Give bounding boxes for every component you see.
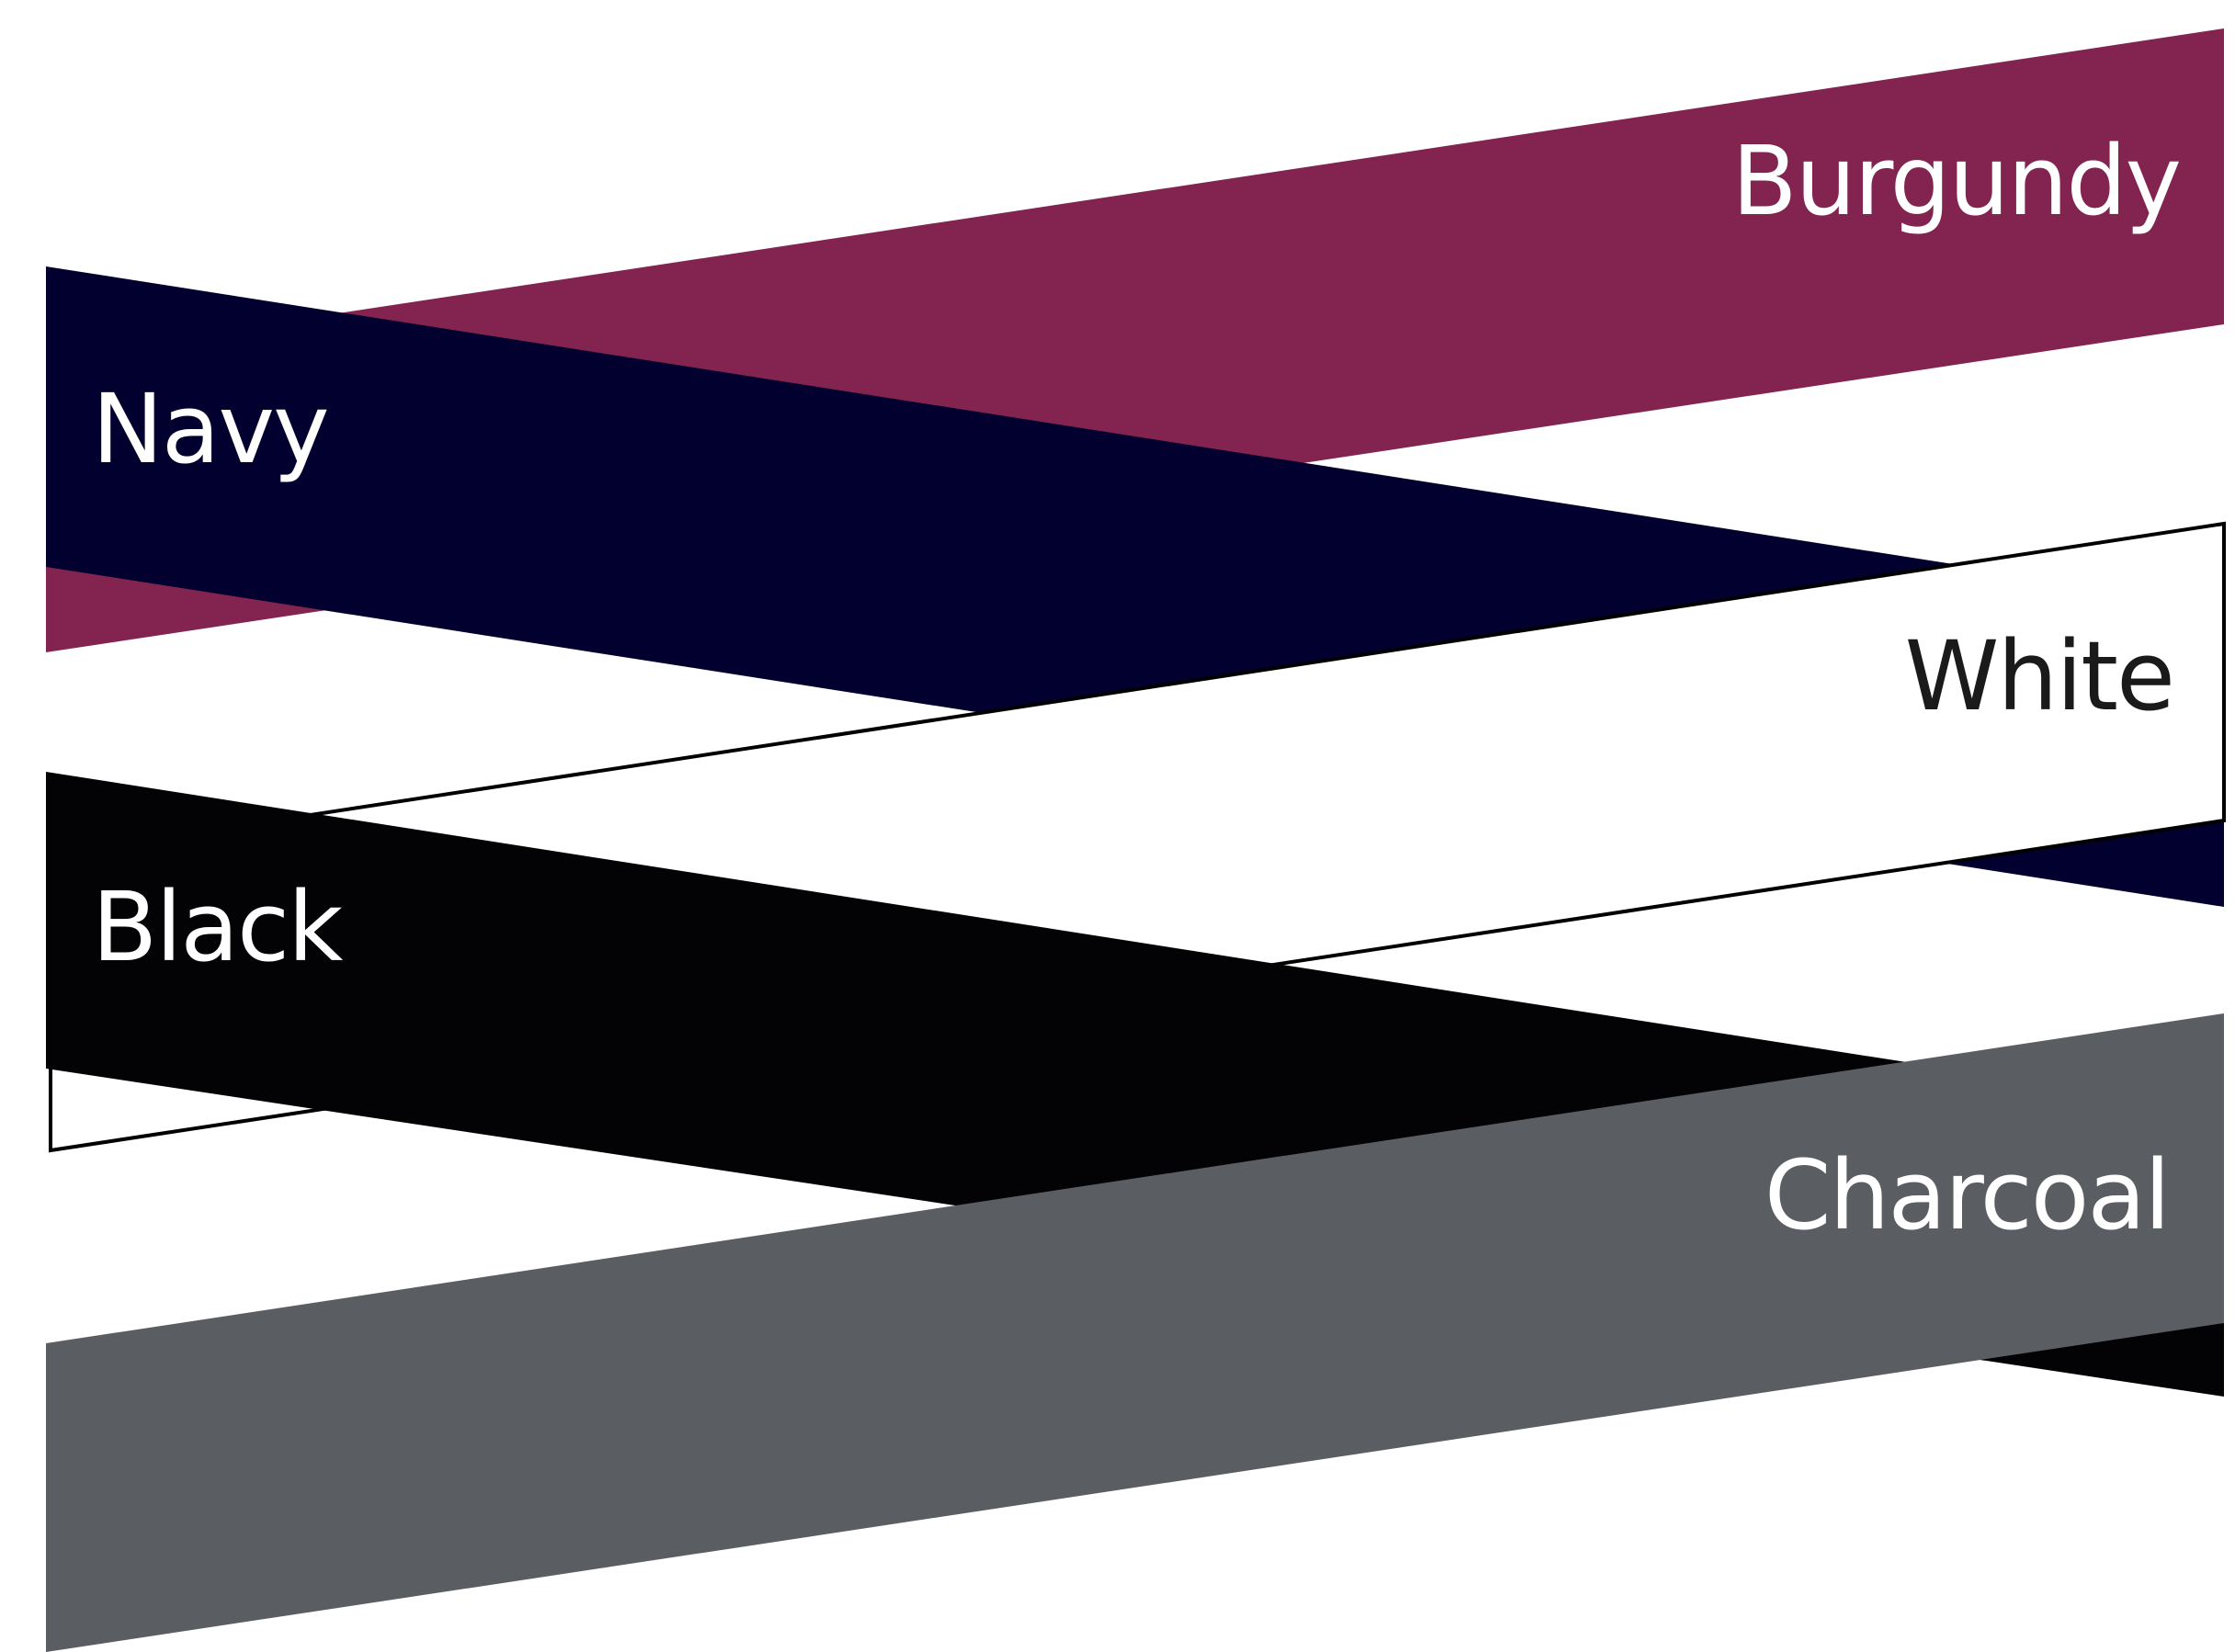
charcoal-ribbon (46, 1013, 2224, 1652)
white-label: White (1905, 620, 2173, 732)
charcoal-label: Charcoal (1764, 1139, 2169, 1251)
black-label: Black (92, 871, 343, 983)
navy-label: Navy (92, 373, 328, 485)
burgundy-label: Burgundy (1731, 125, 2180, 237)
